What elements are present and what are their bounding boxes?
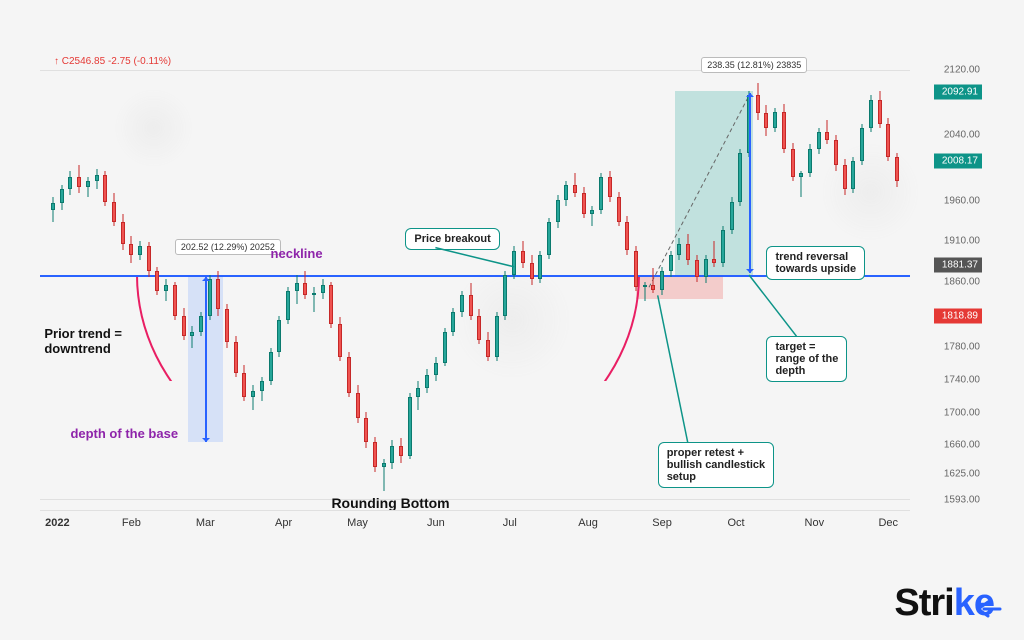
x-tick: 2022 — [45, 517, 69, 529]
price-breakout-callout: Price breakout — [405, 228, 499, 250]
y-tick: 1780.00 — [944, 342, 980, 353]
x-tick: Jul — [503, 517, 517, 529]
logo-arrow-icon — [976, 600, 1002, 618]
target-arrow — [749, 93, 751, 273]
y-tick: 1860.00 — [944, 277, 980, 288]
y-tick: 1740.00 — [944, 375, 980, 386]
y-highlight: 1881.37 — [934, 257, 982, 272]
x-tick: Feb — [122, 517, 141, 529]
y-tick: 1960.00 — [944, 195, 980, 206]
x-tick: Sep — [652, 517, 672, 529]
target-tooltip: 238.35 (12.81%) 23835 — [701, 57, 807, 73]
y-tick: 1700.00 — [944, 407, 980, 418]
y-tick: 1660.00 — [944, 440, 980, 451]
y-axis: 1593.001625.001660.001700.001740.001780.… — [914, 70, 984, 500]
x-tick: Jun — [427, 517, 445, 529]
y-tick: 2040.00 — [944, 130, 980, 141]
depth-label: depth of the base — [70, 426, 178, 441]
quote-chg: -2.75 — [108, 56, 131, 67]
x-tick: Oct — [727, 517, 744, 529]
reversal-callout: trend reversal towards upside — [766, 246, 865, 280]
plot-area[interactable]: 202.52 (12.29%) 20252238.35 (12.81%) 238… — [40, 70, 910, 500]
neckline-label: neckline — [271, 246, 323, 261]
x-tick: Dec — [878, 517, 898, 529]
y-tick: 2120.00 — [944, 65, 980, 76]
y-tick: 1625.00 — [944, 468, 980, 479]
quote-pct: (-0.11%) — [134, 56, 172, 67]
y-highlight: 2092.91 — [934, 85, 982, 100]
chart-container: 202.52 (12.29%) 20252238.35 (12.81%) 238… — [40, 70, 984, 550]
x-axis: 2022 Feb Mar Apr May Jun Jul Aug Sep Oct Nov Dec — [40, 510, 910, 550]
x-tick: Aug — [578, 517, 598, 529]
x-tick: Mar — [196, 517, 215, 529]
y-highlight: 2008.17 — [934, 154, 982, 169]
retest-callout: proper retest + bullish candlestick setu… — [658, 442, 774, 488]
prior-trend-label: Prior trend = downtrend — [44, 326, 122, 356]
x-tick: Nov — [805, 517, 825, 529]
quote-line: ↑ C2546.85 -2.75 (-0.11%) — [54, 56, 171, 67]
depth-tooltip: 202.52 (12.29%) 20252 — [175, 239, 281, 255]
y-tick: 1593.00 — [944, 495, 980, 506]
rounding-bottom-label: Rounding Bottom — [331, 495, 449, 511]
logo-pre: Stri — [894, 582, 953, 624]
quote-sym: ↑ C2546.85 — [54, 56, 105, 67]
y-highlight: 1818.89 — [934, 308, 982, 323]
retest-red-zone — [636, 275, 723, 299]
x-tick: May — [347, 517, 368, 529]
x-tick: Apr — [275, 517, 292, 529]
depth-arrow — [205, 277, 207, 443]
target-callout: target = range of the depth — [766, 336, 847, 382]
strike-logo: Strike — [894, 582, 994, 625]
y-tick: 1910.00 — [944, 236, 980, 247]
